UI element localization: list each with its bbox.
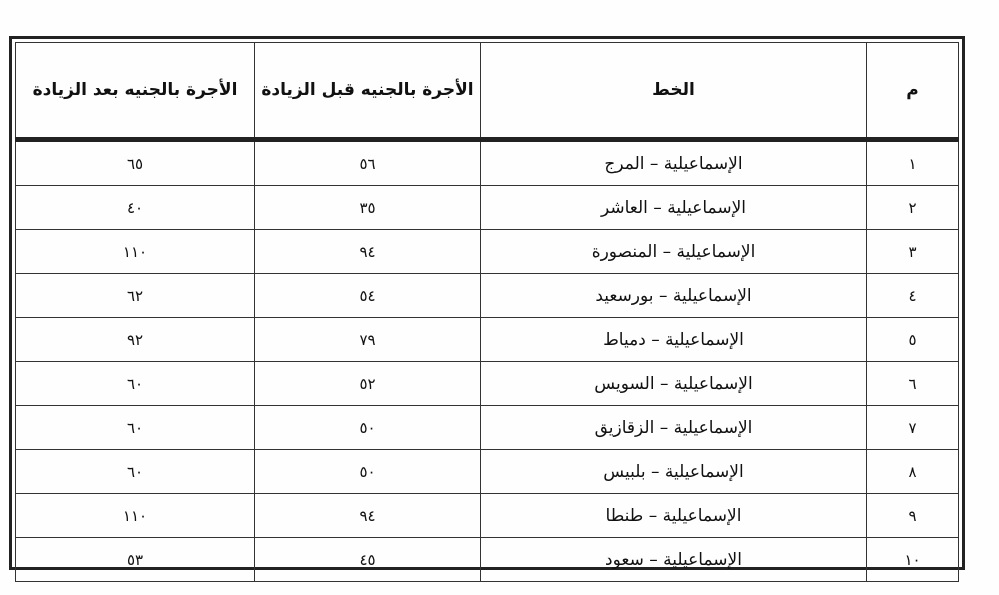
table-row: ١٠ الإسماعيلية – سعود ٤٥ ٥٣ [15,537,959,582]
route-line: الإسماعيلية – بورسعيد [480,273,867,318]
fare-after: ٦٠ [15,361,255,406]
table-row: ١ الإسماعيلية – المرج ٥٦ ٦٥ [15,139,959,186]
row-number: ٤ [866,273,959,318]
route-line: الإسماعيلية – سعود [480,537,867,582]
row-number: ١٠ [866,537,959,582]
table-row: ٨ الإسماعيلية – بلبيس ٥٠ ٦٠ [15,449,959,494]
fare-before: ٥٦ [254,139,481,186]
fare-before: ٤٥ [254,537,481,582]
row-number: ٥ [866,317,959,362]
fare-before: ٩٤ [254,229,481,274]
fare-after: ٦٢ [15,273,255,318]
header-fare-before: الأجرة بالجنيه قبل الزيادة [254,42,481,140]
table-row: ٥ الإسماعيلية – دمياط ٧٩ ٩٢ [15,317,959,362]
row-number: ٢ [866,185,959,230]
route-line: الإسماعيلية – بلبيس [480,449,867,494]
row-number: ٣ [866,229,959,274]
fare-after: ٥٣ [15,537,255,582]
fare-before: ٣٥ [254,185,481,230]
row-number: ٧ [866,405,959,450]
route-line: الإسماعيلية – دمياط [480,317,867,362]
header-number: م [866,42,959,140]
route-line: الإسماعيلية – العاشر [480,185,867,230]
row-number: ٨ [866,449,959,494]
fare-before: ٥٢ [254,361,481,406]
header-row: م الخط الأجرة بالجنيه قبل الزيادة الأجرة… [15,42,959,140]
table-row: ٤ الإسماعيلية – بورسعيد ٥٤ ٦٢ [15,273,959,318]
route-line: الإسماعيلية – السويس [480,361,867,406]
fare-after: ٤٠ [15,185,255,230]
fare-after: ٦٠ [15,405,255,450]
table-row: ٢ الإسماعيلية – العاشر ٣٥ ٤٠ [15,185,959,230]
table-row: ٦ الإسماعيلية – السويس ٥٢ ٦٠ [15,361,959,406]
fare-after: ١١٠ [15,493,255,538]
fare-before: ٥٠ [254,449,481,494]
table-row: ٣ الإسماعيلية – المنصورة ٩٤ ١١٠ [15,229,959,274]
header-line: الخط [480,42,867,140]
fare-before: ٩٤ [254,493,481,538]
table-row: ٧ الإسماعيلية – الزقازيق ٥٠ ٦٠ [15,405,959,450]
row-number: ٦ [866,361,959,406]
fare-before: ٥٠ [254,405,481,450]
fare-before: ٥٤ [254,273,481,318]
row-number: ١ [866,139,959,186]
fare-after: ١١٠ [15,229,255,274]
header-fare-after: الأجرة بالجنيه بعد الزيادة [15,42,255,140]
fare-table: م الخط الأجرة بالجنيه قبل الزيادة الأجرة… [15,42,959,582]
fare-table-frame: م الخط الأجرة بالجنيه قبل الزيادة الأجرة… [9,36,965,582]
fare-after: ٩٢ [15,317,255,362]
route-line: الإسماعيلية – المنصورة [480,229,867,274]
route-line: الإسماعيلية – طنطا [480,493,867,538]
route-line: الإسماعيلية – المرج [480,139,867,186]
route-line: الإسماعيلية – الزقازيق [480,405,867,450]
fare-before: ٧٩ [254,317,481,362]
row-number: ٩ [866,493,959,538]
fare-after: ٦٠ [15,449,255,494]
fare-after: ٦٥ [15,139,255,186]
table-row: ٩ الإسماعيلية – طنطا ٩٤ ١١٠ [15,493,959,538]
